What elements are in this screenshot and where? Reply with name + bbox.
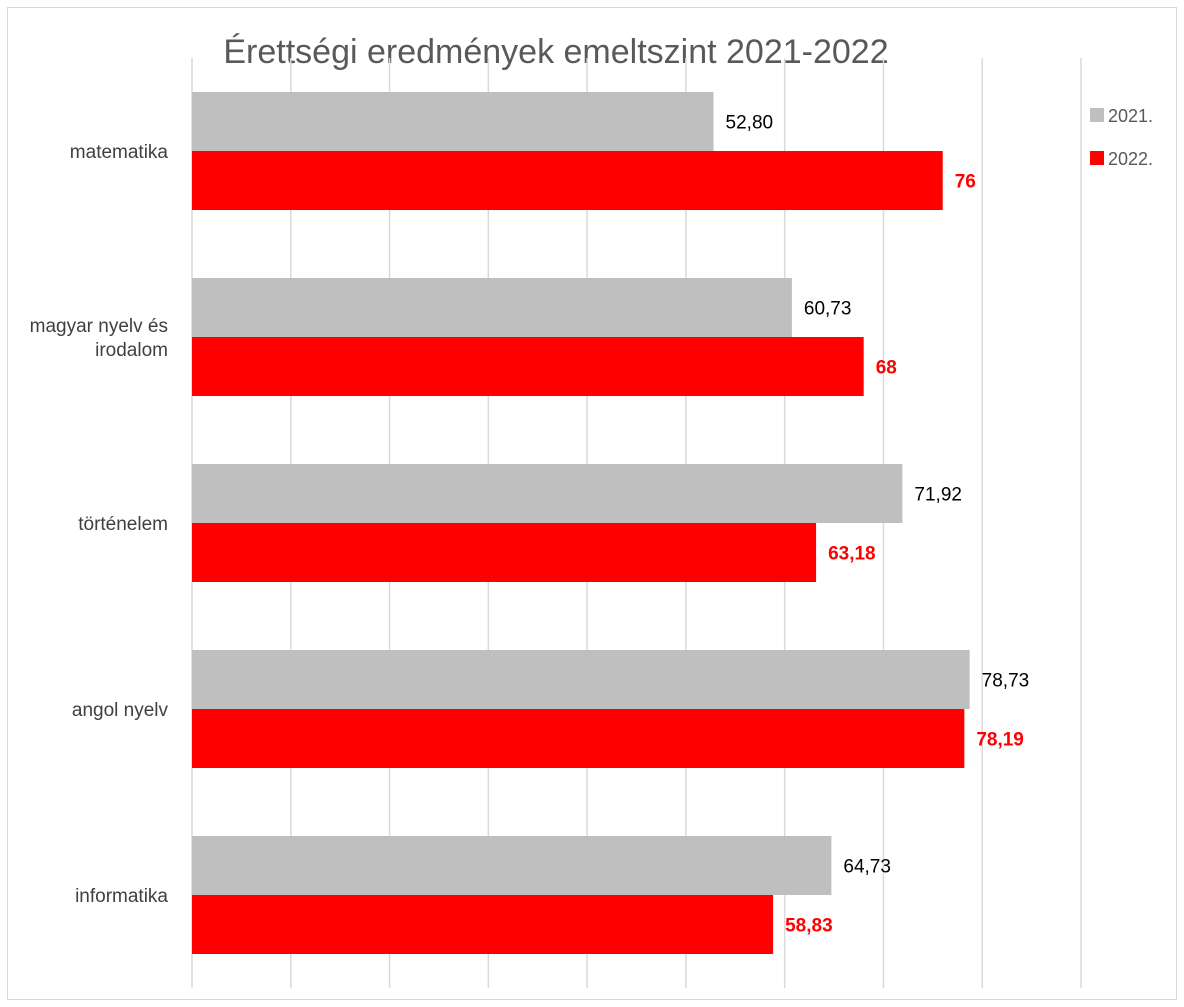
category-label: angol nyelv	[72, 700, 169, 721]
bar-2022-4	[192, 895, 774, 954]
bar-2021-2	[192, 464, 903, 523]
data-label: 76	[955, 172, 976, 193]
bar-2022-0	[192, 151, 943, 210]
bar-2022-1	[192, 337, 864, 396]
category-label: magyar nyelv és irodalom	[30, 316, 168, 361]
legend-label: 2022.	[1108, 149, 1153, 169]
data-label: 64,73	[843, 857, 891, 878]
category-label: történelem	[78, 514, 168, 535]
data-label: 71,92	[914, 485, 962, 506]
value-labels: 52,80 76 60,73 68 71,92 63,18 78,73 78,19 64,73 5…	[726, 113, 1030, 937]
legend-swatch	[1090, 151, 1104, 165]
data-label: 78,73	[982, 671, 1030, 692]
legend: 2021. 2022.	[1090, 106, 1153, 169]
data-label: 58,83	[785, 916, 833, 937]
category-labels: matematika magyar nyelv és irodalom történe…	[30, 142, 169, 907]
bar-2021-4	[192, 836, 832, 895]
data-label: 60,73	[804, 299, 852, 320]
data-label: 52,80	[726, 113, 774, 134]
bar-2021-3	[192, 650, 970, 709]
bar-2021-0	[192, 92, 714, 151]
category-label: matematika	[70, 142, 169, 163]
data-label: 78,19	[976, 730, 1024, 751]
bar-2021-1	[192, 278, 792, 337]
data-label: 68	[876, 358, 897, 379]
bar-2022-2	[192, 523, 817, 582]
category-label: informatika	[75, 886, 168, 907]
legend-label: 2021.	[1108, 106, 1153, 126]
grid-lines	[191, 58, 1082, 988]
bars	[192, 92, 970, 954]
legend-swatch	[1090, 108, 1104, 122]
chart-title: Érettségi eredmények emeltszint 2021-202…	[223, 33, 888, 71]
bar-2022-3	[192, 709, 965, 768]
data-label: 63,18	[828, 544, 876, 565]
